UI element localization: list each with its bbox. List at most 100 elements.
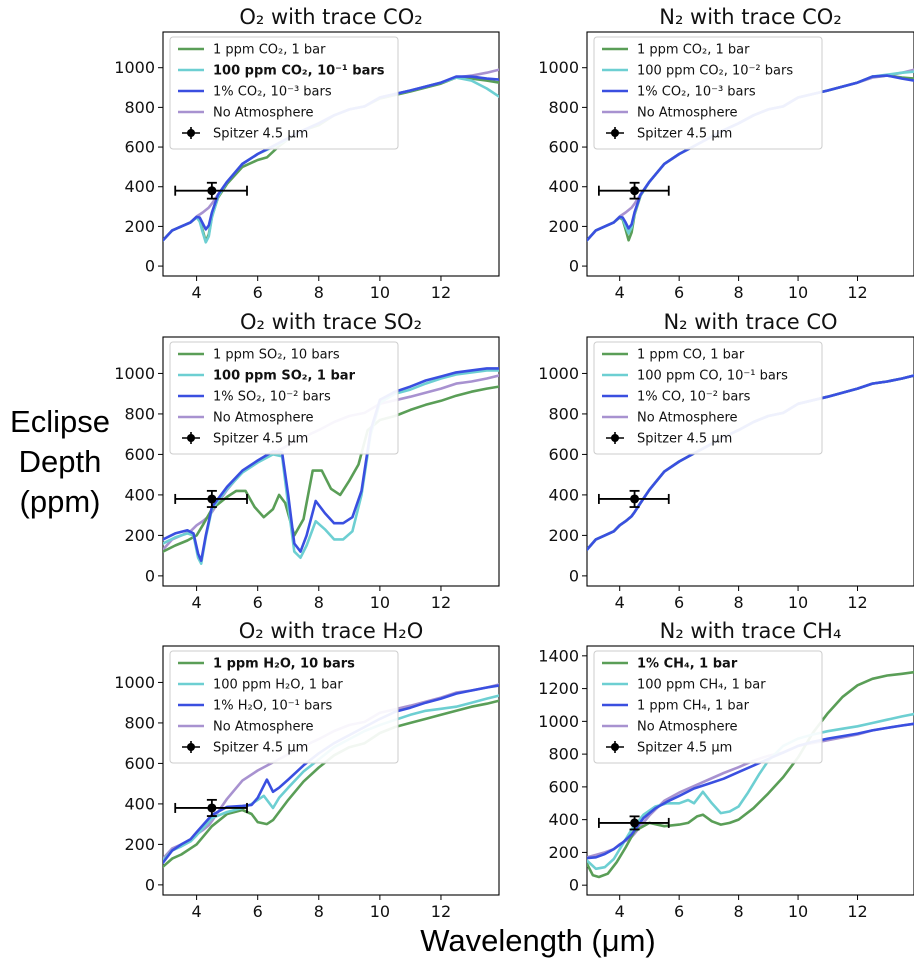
y-tick-label: 200 <box>548 843 579 862</box>
x-tick-label: 12 <box>431 902 451 921</box>
figure-ylabel-line-2: Depth <box>19 444 102 479</box>
x-tick-label: 6 <box>674 593 684 612</box>
x-tick-label: 4 <box>615 593 625 612</box>
series-line-blue <box>587 722 914 860</box>
legend-label: No Atmosphere <box>637 106 738 121</box>
y-tick-label: 0 <box>569 876 579 895</box>
legend-label: 100 ppm CH₄, 1 bar <box>637 678 766 693</box>
legend-label: Spitzer 4.5 μm <box>637 741 732 756</box>
chart-title: N₂ with trace CH₄ <box>660 619 842 643</box>
y-tick-label: 0 <box>569 257 579 276</box>
y-tick-label: 200 <box>124 835 155 854</box>
series-group <box>587 68 914 242</box>
x-tick-label: 8 <box>314 902 324 921</box>
legend-marker <box>611 743 619 751</box>
legend-label: 100 ppm CO₂, 10⁻¹ bars <box>213 64 385 79</box>
chart-title: O₂ with trace SO₂ <box>240 310 422 334</box>
x-tick-label: 12 <box>431 593 451 612</box>
x-tick-label: 8 <box>314 593 324 612</box>
y-tick-label: 400 <box>124 485 155 504</box>
y-tick-label: 800 <box>124 713 155 732</box>
chart-panel-6: N₂ with trace CH₄ 4 6 8 10 12 0 200 400 600 800 100… <box>538 619 914 921</box>
x-tick-label: 6 <box>253 593 263 612</box>
legend-box <box>593 650 823 764</box>
x-tick-label: 10 <box>370 283 390 302</box>
data-point <box>630 186 640 196</box>
y-tick-label: 800 <box>124 98 155 117</box>
y-tick-label: 200 <box>548 217 579 236</box>
chart-title: O₂ with trace H₂O <box>239 619 423 643</box>
legend-label: 100 ppm CO₂, 10⁻² bars <box>637 64 793 79</box>
legend-box <box>169 341 399 455</box>
y-tick-label: 400 <box>548 177 579 196</box>
series-line-blue <box>163 75 499 242</box>
legend-box <box>169 650 399 764</box>
legend-label: 1 ppm CO, 1 bar <box>637 348 745 363</box>
series-line-green <box>163 699 499 868</box>
legend-label: 1% H₂O, 10⁻¹ bars <box>213 699 333 714</box>
legend-label: 1 ppm CO₂, 1 bar <box>637 43 750 58</box>
x-tick-label: 6 <box>253 283 263 302</box>
x-tick-label: 6 <box>674 283 684 302</box>
chart-panel-5: O₂ with trace H₂O 4 6 8 10 12 0 200 400 600 800 100… <box>114 619 500 921</box>
y-tick-label: 400 <box>124 794 155 813</box>
x-tick-label: 10 <box>788 283 808 302</box>
y-tick-label: 600 <box>548 777 579 796</box>
x-tick-label: 6 <box>253 902 263 921</box>
y-tick-label: 1000 <box>114 58 155 77</box>
x-tick-label: 4 <box>192 283 202 302</box>
legend-box <box>593 36 823 150</box>
legend-label: No Atmosphere <box>637 720 738 735</box>
legend-label: 1 ppm SO₂, 10 bars <box>213 348 340 363</box>
legend-label: Spitzer 4.5 μm <box>213 127 308 142</box>
legend-marker <box>187 743 195 751</box>
x-tick-label: 4 <box>192 593 202 612</box>
y-tick-label: 0 <box>145 257 155 276</box>
data-point <box>207 803 217 813</box>
chart-title: N₂ with trace CO <box>663 310 837 334</box>
legend-marker <box>187 129 195 137</box>
y-tick-label: 200 <box>124 526 155 545</box>
data-point <box>630 494 640 504</box>
chart-panel-1: O₂ with trace CO₂ 4 6 8 10 12 0 200 400 600 800 100… <box>114 5 500 302</box>
y-tick-label: 600 <box>548 138 579 157</box>
legend-label: 100 ppm H₂O, 1 bar <box>213 678 343 693</box>
x-tick-label: 12 <box>431 283 451 302</box>
x-tick-label: 4 <box>192 902 202 921</box>
legend-label: 100 ppm SO₂, 1 bar <box>213 369 356 384</box>
y-tick-label: 600 <box>124 445 155 464</box>
figure-ylabel-line-3: (ppm) <box>20 484 101 519</box>
chart-panel-4: N₂ with trace CO 4 6 8 10 12 0 200 400 600 800 1000… <box>538 310 914 612</box>
legend-label: 1% CO, 10⁻² bars <box>637 390 751 405</box>
legend-label: No Atmosphere <box>637 411 738 426</box>
series-line-blue <box>163 684 499 864</box>
chart-title: N₂ with trace CO₂ <box>659 5 842 29</box>
y-tick-label: 200 <box>548 526 579 545</box>
y-tick-label: 800 <box>548 98 579 117</box>
y-tick-label: 0 <box>569 566 579 585</box>
series-line-blue <box>163 367 499 562</box>
legend-label: 1 ppm CH₄, 1 bar <box>637 699 750 714</box>
chart-panel-2: N₂ with trace CO₂ 4 6 8 10 12 0 200 400 600 800 100… <box>538 5 914 302</box>
chart-title: O₂ with trace CO₂ <box>239 5 422 29</box>
x-tick-label: 10 <box>788 902 808 921</box>
x-tick-label: 12 <box>847 283 867 302</box>
legend-label: Spitzer 4.5 μm <box>637 432 732 447</box>
legend-label: 1% CO₂, 10⁻³ bars <box>213 85 332 100</box>
x-tick-label: 10 <box>370 593 390 612</box>
y-tick-label: 1400 <box>538 646 579 665</box>
legend-box <box>169 36 399 150</box>
x-tick-label: 10 <box>370 902 390 921</box>
y-tick-label: 1000 <box>114 673 155 692</box>
data-point <box>207 186 217 196</box>
legend-marker <box>187 434 195 442</box>
x-tick-label: 12 <box>847 593 867 612</box>
x-tick-label: 6 <box>674 902 684 921</box>
figure-ylabel-line-1: Eclipse <box>10 404 110 439</box>
legend-label: 1 ppm H₂O, 10 bars <box>213 657 355 672</box>
series-line-cyan <box>587 712 914 871</box>
y-tick-label: 800 <box>548 404 579 423</box>
series-line-green <box>587 670 914 879</box>
y-tick-label: 800 <box>548 745 579 764</box>
